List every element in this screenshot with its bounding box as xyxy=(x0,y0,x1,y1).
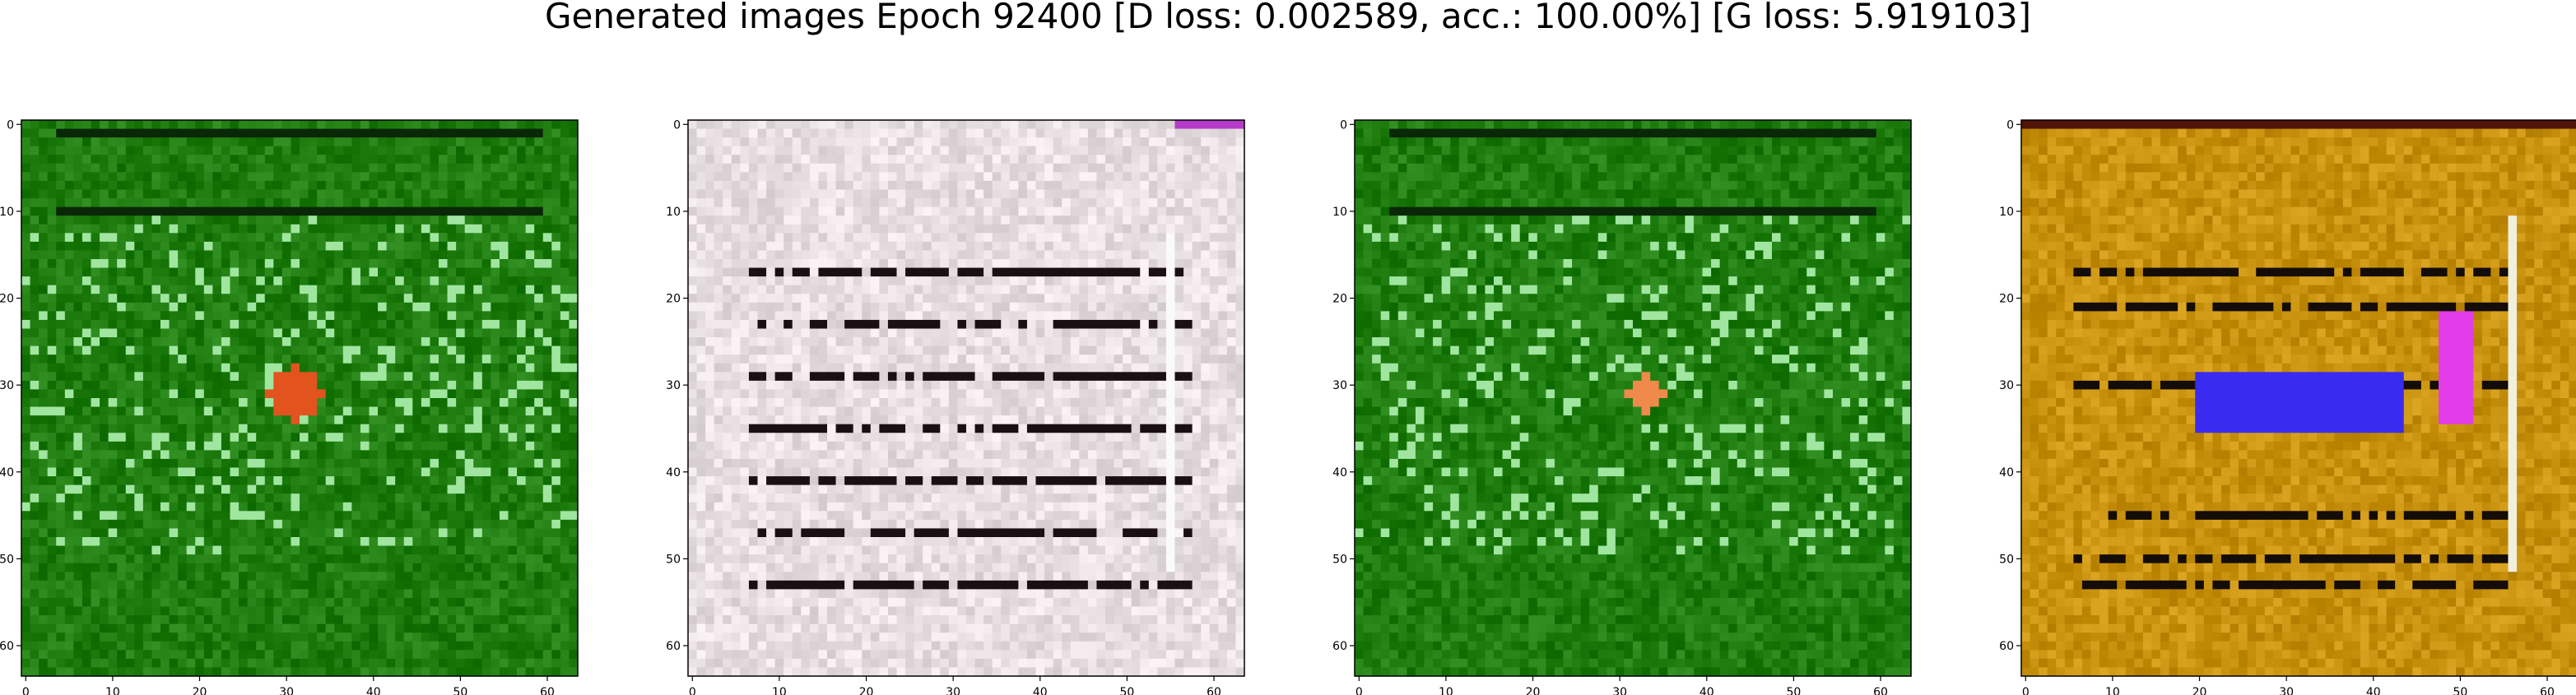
x-tick-label: 0 xyxy=(2022,686,2030,695)
x-tick-label: 40 xyxy=(1700,686,1714,695)
y-tick-label: 50 xyxy=(1332,553,1347,566)
x-tick-label: 30 xyxy=(1612,686,1627,695)
x-tick-label: 0 xyxy=(1355,686,1363,695)
x-tick-label: 10 xyxy=(2105,686,2120,695)
x-tick-label: 10 xyxy=(772,686,787,695)
y-tick-label: 10 xyxy=(0,206,14,219)
x-tick-label: 0 xyxy=(22,686,30,695)
y-tick-label: 0 xyxy=(1340,118,1347,132)
y-tick-label: 0 xyxy=(673,118,681,132)
subplot-2: 0 10 20 30 40 50 60 0 10 20 30 40 50 60 xyxy=(666,118,1245,695)
x-tick-label: 40 xyxy=(366,686,381,695)
subplot-1: 0 10 20 30 40 50 60 0 10 20 30 40 50 60 xyxy=(0,118,579,695)
x-tick-label: 60 xyxy=(2540,686,2555,695)
x-tick-label: 50 xyxy=(453,686,467,695)
x-tick-label: 50 xyxy=(1119,686,1134,695)
x-tick-label: 50 xyxy=(2453,686,2467,695)
y-tick-label: 60 xyxy=(666,640,681,653)
subplot-4: 0 10 20 30 40 50 60 0 10 20 30 40 50 60 xyxy=(1999,118,2576,695)
y-tick-label: 60 xyxy=(0,640,14,653)
y-tick-label: 60 xyxy=(1332,640,1347,653)
y-tick-label: 10 xyxy=(666,206,681,219)
x-tick-label: 20 xyxy=(2192,686,2207,695)
x-tick-label: 60 xyxy=(540,686,555,695)
x-tick-label: 30 xyxy=(279,686,294,695)
y-tick-label: 30 xyxy=(1332,379,1347,392)
y-tick-label: 20 xyxy=(0,293,14,306)
y-tick-label: 30 xyxy=(1999,379,2014,392)
y-tick-label: 30 xyxy=(0,379,14,392)
y-tick-label: 40 xyxy=(666,466,681,480)
generated-image-2 xyxy=(688,120,1245,677)
y-tick-label: 40 xyxy=(0,466,14,480)
y-tick-label: 10 xyxy=(1999,206,2014,219)
y-tick-label: 50 xyxy=(1999,553,2014,566)
axes-frame-3 xyxy=(1354,119,1912,677)
subplot-3: 0 10 20 30 40 50 60 0 10 20 30 40 50 60 xyxy=(1332,118,1912,695)
generated-image-1 xyxy=(21,120,579,677)
x-tick-label: 60 xyxy=(1207,686,1221,695)
y-tick-label: 40 xyxy=(1999,466,2014,480)
x-tick-label: 10 xyxy=(105,686,120,695)
x-tick-label: 10 xyxy=(1439,686,1453,695)
y-tick-label: 0 xyxy=(7,118,14,132)
y-tick-label: 50 xyxy=(0,553,14,566)
x-tick-label: 40 xyxy=(1033,686,1048,695)
generated-image-4 xyxy=(2021,120,2576,677)
axes-frame-1 xyxy=(21,119,579,677)
x-tick-label: 20 xyxy=(859,686,874,695)
x-tick-label: 0 xyxy=(689,686,696,695)
x-tick-label: 50 xyxy=(1786,686,1801,695)
x-tick-label: 20 xyxy=(1526,686,1541,695)
axes-frame-4 xyxy=(2020,119,2576,677)
y-tick-label: 0 xyxy=(2006,118,2014,132)
y-tick-label: 20 xyxy=(1999,293,2014,306)
y-tick-label: 20 xyxy=(1332,293,1347,306)
x-tick-label: 40 xyxy=(2366,686,2381,695)
y-tick-label: 40 xyxy=(1332,466,1347,480)
generated-image-3 xyxy=(1355,120,1912,677)
y-tick-label: 50 xyxy=(666,553,681,566)
y-tick-label: 60 xyxy=(1999,640,2014,653)
y-tick-label: 20 xyxy=(666,293,681,306)
x-tick-label: 30 xyxy=(946,686,960,695)
x-tick-label: 30 xyxy=(2279,686,2294,695)
y-tick-label: 30 xyxy=(666,379,681,392)
x-tick-label: 60 xyxy=(1873,686,1888,695)
y-tick-label: 10 xyxy=(1332,206,1347,219)
x-tick-label: 20 xyxy=(193,686,207,695)
figure-title: Generated images Epoch 92400 [D loss: 0.… xyxy=(544,0,2032,36)
axes-frame-2 xyxy=(687,119,1245,677)
